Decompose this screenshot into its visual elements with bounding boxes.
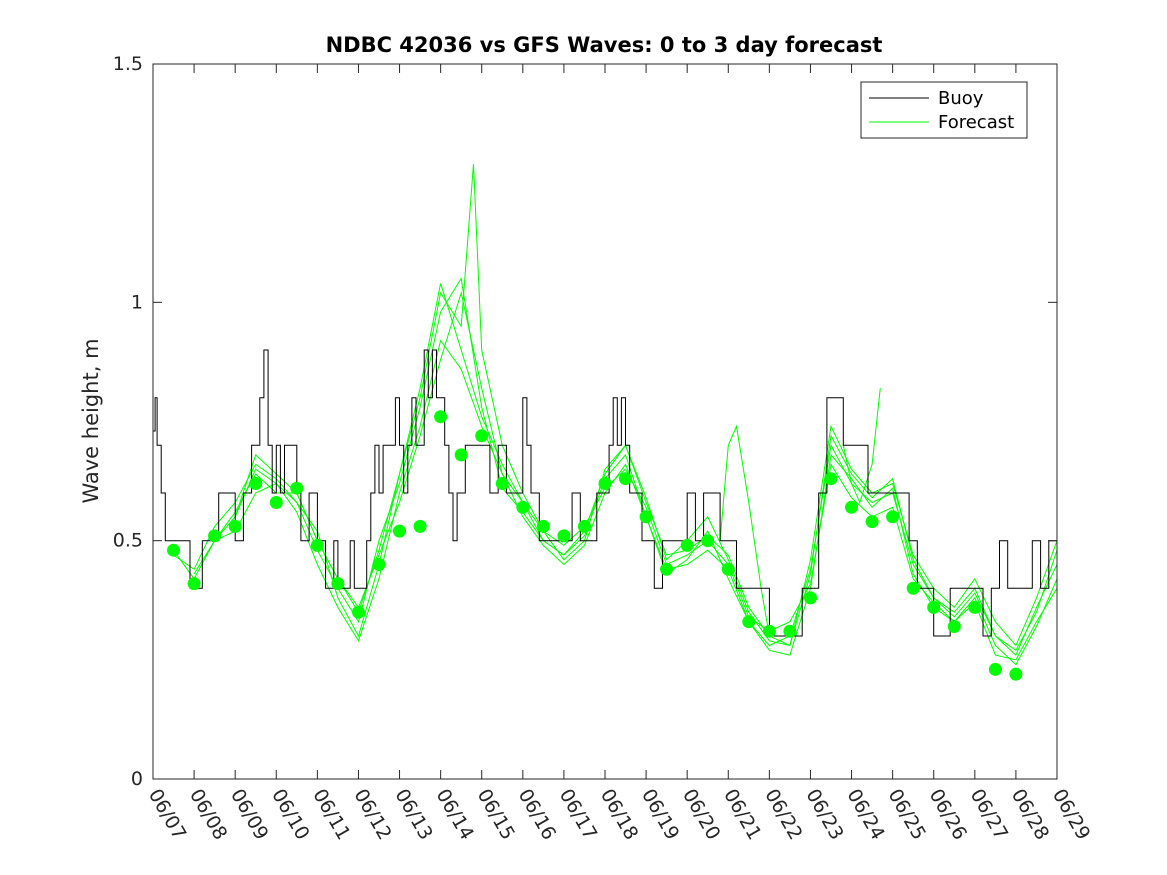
forecast-point (208, 529, 222, 543)
forecast-run-line-2 (193, 164, 1057, 647)
forecast-run-line-4 (234, 283, 1057, 652)
y-tick-label: 1 (131, 291, 143, 313)
forecast-point (660, 562, 674, 576)
forecast-point (352, 605, 365, 619)
forecast-point (167, 543, 180, 557)
y-axis-label: Wave height, m (79, 338, 103, 503)
forecast-point (680, 538, 694, 552)
y-tick-label: 1.5 (113, 53, 143, 75)
forecast-point (988, 662, 1002, 676)
forecast-run-line-3 (214, 339, 1057, 666)
forecast-point (536, 519, 550, 533)
forecast-point (393, 524, 406, 538)
forecast-point (269, 496, 283, 509)
forecast-run-line-5 (719, 424, 770, 637)
chart-title: NDBC 42036 vs GFS Waves: 0 to 3 day fore… (326, 33, 883, 57)
legend-buoy-label: Buoy (938, 88, 984, 109)
forecast-point (762, 624, 776, 638)
forecast-point (249, 477, 263, 490)
forecast-point (947, 620, 961, 633)
forecast-point (310, 538, 324, 552)
forecast-point (845, 500, 858, 514)
forecast-point (290, 481, 304, 495)
forecast-point (886, 510, 900, 524)
forecast-run-line-1 (173, 277, 1057, 656)
forecast-point (639, 510, 653, 524)
forecast-point (906, 581, 920, 595)
legend-box (860, 81, 1028, 139)
forecast-point (516, 500, 530, 514)
y-tick-label: 0 (131, 768, 143, 790)
forecast-point (454, 448, 468, 462)
forecast-point (475, 429, 489, 443)
forecast-point (228, 519, 242, 533)
forecast-point (865, 515, 879, 529)
forecast-point (927, 600, 941, 614)
forecast-point (413, 519, 427, 533)
forecast-point (824, 472, 838, 486)
forecast-point (619, 472, 632, 486)
buoy-series (153, 349, 1057, 637)
forecast-point (372, 558, 386, 571)
forecast-point (783, 624, 797, 638)
forecast-point (557, 529, 571, 543)
forecast-point (721, 562, 735, 576)
forecast-point (578, 519, 591, 533)
forecast-point (804, 591, 817, 605)
forecast-point (187, 577, 201, 591)
forecast-point (701, 534, 715, 548)
forecast-markers (167, 410, 1023, 681)
forecast-point (1009, 667, 1023, 681)
forecast-point (968, 600, 982, 614)
buoy-line (153, 349, 1057, 637)
forecast-point (742, 615, 756, 629)
forecast-run-line-6 (842, 388, 881, 504)
forecast-point (434, 410, 448, 424)
legend: Buoy Forecast (860, 81, 1028, 139)
forecast-point (331, 577, 345, 591)
legend-forecast-label: Forecast (938, 112, 1014, 133)
forecast-point (598, 477, 612, 490)
forecast-point (495, 477, 509, 490)
y-tick-label: 0.5 (113, 530, 143, 552)
